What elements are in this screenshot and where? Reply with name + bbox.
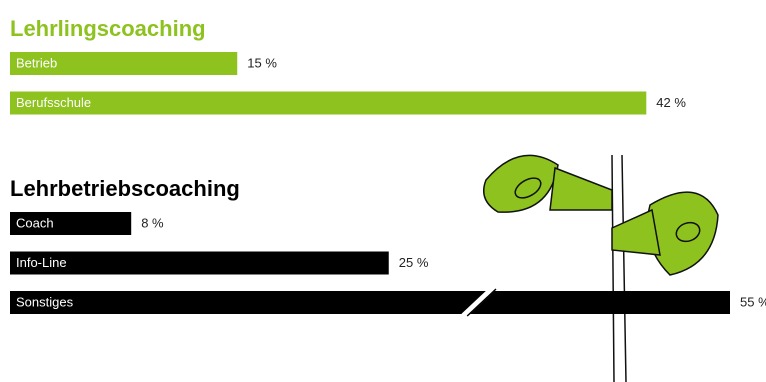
bar-category: Info-Line	[16, 255, 67, 270]
bar-break-line	[466, 288, 497, 317]
bar	[10, 212, 132, 235]
bar-category: Betrieb	[16, 55, 57, 70]
section-title: Lehrbetriebscoaching	[10, 176, 240, 201]
megaphone-illustration	[483, 154, 719, 382]
bar-category: Sonstiges	[16, 294, 74, 309]
bar-break	[461, 286, 495, 319]
bar	[10, 251, 389, 275]
bar-category: Berufsschule	[16, 95, 91, 110]
section-title: Lehrlingscoaching	[10, 16, 206, 41]
value-label: 42 %	[656, 95, 686, 110]
value-label: 55 %	[740, 294, 766, 309]
value-label: 25 %	[399, 255, 429, 270]
bar	[10, 91, 647, 115]
value-label: 8 %	[141, 215, 164, 230]
bar	[10, 291, 730, 314]
bar	[10, 52, 238, 75]
value-label: 15 %	[247, 55, 277, 70]
bar-category: Coach	[16, 215, 54, 230]
